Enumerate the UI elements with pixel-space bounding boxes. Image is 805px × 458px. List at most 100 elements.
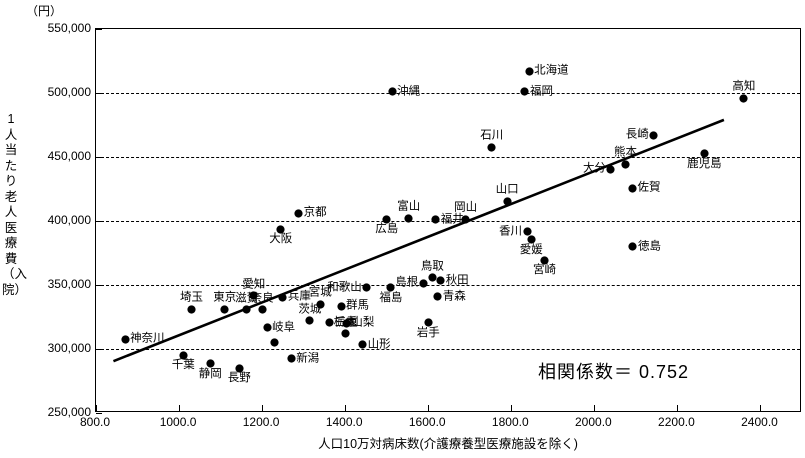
data-point xyxy=(700,150,708,158)
y-tick-label: 250,000 xyxy=(47,405,91,419)
data-point xyxy=(740,94,748,102)
data-point xyxy=(629,184,637,192)
x-axis-tick-labels: 800.0 1000.0 1200.0 1400.0 1600.0 1800.0 2000.… xyxy=(80,415,801,433)
x-tick-mark xyxy=(96,405,97,411)
gridline xyxy=(96,221,800,222)
data-point-label: 福岡 xyxy=(529,84,553,97)
x-tick-label: 2200.0 xyxy=(658,415,695,429)
y-tick-label: 450,000 xyxy=(47,149,91,163)
data-point xyxy=(424,319,432,327)
data-point xyxy=(258,306,266,314)
data-point-label: 徳島 xyxy=(637,239,661,252)
data-point-label: 鳥取 xyxy=(420,260,444,273)
data-point xyxy=(342,319,350,327)
data-point-label: 愛知 xyxy=(242,278,266,291)
data-point xyxy=(337,302,345,310)
data-point xyxy=(428,274,436,282)
data-point xyxy=(419,279,427,287)
gridline xyxy=(96,285,800,286)
data-point xyxy=(250,292,258,300)
data-point-label: 奈良 xyxy=(250,292,274,305)
y-tick-mark xyxy=(96,413,102,414)
data-point-label: 香川 xyxy=(499,225,523,238)
x-tick-label: 800.0 xyxy=(79,415,111,429)
x-tick-label: 1400.0 xyxy=(325,415,363,429)
data-point xyxy=(629,243,637,251)
data-point xyxy=(432,216,440,224)
data-point-label: 岡山 xyxy=(454,201,478,214)
data-point xyxy=(243,306,251,314)
data-point-label: 高知 xyxy=(732,80,756,93)
data-point xyxy=(121,335,129,343)
data-point-label: 岐阜 xyxy=(272,321,296,334)
data-point xyxy=(179,351,187,359)
y-tick-mark xyxy=(96,285,102,286)
data-point xyxy=(221,305,229,313)
data-point-label: 鹿児島 xyxy=(687,157,722,170)
data-point xyxy=(607,165,615,173)
x-tick-mark xyxy=(262,405,264,411)
data-point xyxy=(387,284,395,292)
plot-area: 北海道 福岡 沖縄 高知 長崎 石川 鹿児島 熊本 大分 佐賀 山口 京都 岡山 富山 広島 福井 大阪 香川 愛媛… xyxy=(95,28,801,414)
data-point-label: 長崎 xyxy=(625,128,649,141)
y-axis-unit-label: （円） xyxy=(26,4,63,18)
data-point xyxy=(462,215,470,223)
y-tick-mark xyxy=(96,93,102,94)
x-tick-label: 2000.0 xyxy=(574,415,612,429)
data-point xyxy=(503,197,511,205)
data-point-label: 宮崎 xyxy=(533,264,557,277)
data-point-label: 沖縄 xyxy=(397,84,421,97)
data-point xyxy=(622,160,629,168)
data-point xyxy=(525,67,533,75)
data-point-label: 富山 xyxy=(397,200,421,213)
y-tick-mark xyxy=(96,349,102,350)
data-point xyxy=(316,300,324,308)
data-point xyxy=(306,317,314,325)
data-point-label: 埼玉 xyxy=(180,291,204,304)
data-point xyxy=(263,324,271,332)
gridline xyxy=(96,349,800,350)
data-point xyxy=(341,330,349,338)
y-tick-label: 350,000 xyxy=(47,277,91,291)
data-point-label: 岩手 xyxy=(416,326,440,339)
y-axis-title: 1人当たり老人医療費（入院） xyxy=(2,112,28,297)
data-point-label: 島根 xyxy=(395,276,419,289)
data-point xyxy=(188,305,196,313)
data-point-label: 静岡 xyxy=(198,367,222,380)
data-point xyxy=(277,225,285,233)
data-point-label: 兵庫 xyxy=(287,290,311,303)
data-point-label: 北海道 xyxy=(534,64,569,77)
data-point xyxy=(521,88,529,96)
data-point-label: 山梨 xyxy=(351,316,375,329)
x-tick-label: 2400.0 xyxy=(741,415,778,429)
x-tick-label: 1600.0 xyxy=(408,415,446,429)
data-point-label: 栃木 xyxy=(333,316,357,329)
data-point xyxy=(287,355,295,363)
data-point-label: 千葉 xyxy=(171,359,195,372)
data-point-label: 愛媛 xyxy=(519,243,543,256)
data-point-label: 京都 xyxy=(303,206,327,219)
data-point-label: 東京 xyxy=(213,291,237,304)
y-tick-label: 500,000 xyxy=(47,85,91,99)
data-point-label: 群馬 xyxy=(346,299,370,312)
data-point xyxy=(271,339,279,347)
data-point xyxy=(541,256,549,264)
data-point xyxy=(523,228,531,236)
data-point-label: 滋賀 xyxy=(235,292,259,305)
x-tick-mark xyxy=(428,405,430,411)
y-tick-label: 300,000 xyxy=(47,341,91,355)
correlation-annotation: 相関係数＝ 0.752 xyxy=(538,362,690,382)
y-tick-mark xyxy=(96,29,102,30)
gridline xyxy=(96,93,800,94)
y-tick-label: 400,000 xyxy=(47,213,91,227)
data-point xyxy=(363,284,371,292)
data-point-label: 広島 xyxy=(375,223,399,236)
y-tick-label: 550,000 xyxy=(47,21,91,35)
data-point xyxy=(235,364,243,372)
data-point xyxy=(295,209,303,217)
data-point xyxy=(206,360,214,368)
x-tick-mark xyxy=(677,405,679,411)
data-point-label: 和歌山 xyxy=(327,280,362,293)
x-tick-label: 1800.0 xyxy=(491,415,529,429)
